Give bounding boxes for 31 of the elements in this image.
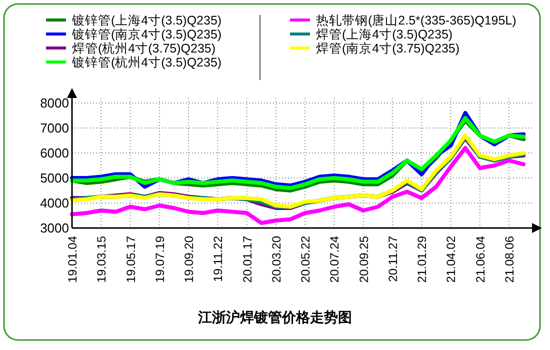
x-tick-label: 19.05.17 [124,236,138,283]
y-tick-label: 7000 [40,120,69,136]
x-tick-label: 19.01.04 [66,236,80,283]
y-tick-label: 4000 [40,196,69,210]
legend-label: 镀锌管(南京4寸(3.5)Q235) [71,28,222,42]
text: 江浙沪焊镀管价格走势图 [197,309,352,325]
x-tick-label: 20.01.17 [240,236,254,283]
legend-label: 镀锌管(杭州4寸(3.5)Q235) [71,56,222,70]
x-tick-label: 20.05.22 [298,236,313,283]
y-tick-label: 3000 [40,220,69,236]
legend-label: 焊管(上海4寸(3.5)Q235) [316,28,453,42]
x-tick-label: 21.06.04 [473,236,488,283]
line-series [70,146,526,225]
x-tick-label: 21.04.02 [444,236,458,283]
y-tick-label: 6000 [40,146,69,160]
x-tick-label: 20.09.25 [356,236,371,283]
x-tick-label: 19.07.19 [152,236,167,283]
legend-label: 热轧带钢(唐山2.5*(335-365)Q195L) [316,14,516,28]
legend-label: 镀锌管(上海4寸(3.5)Q235) [71,14,222,28]
legend-label: 焊管(杭州4寸(3.75)Q235) [72,42,216,56]
x-tick-label: 21.08.06 [502,236,516,283]
x-tick-label: 19.03.15 [94,236,109,283]
x-tick-label: 21.01.29 [415,236,430,283]
x-tick-label: 20.11.27 [386,236,400,282]
legend-label: 焊管(南京4寸(3.75)Q235) [316,42,460,56]
y-tick-label: 5000 [40,170,69,186]
x-tick-label: 20.03.20 [269,236,284,283]
y-tick-label: 8000 [40,96,69,110]
x-tick-label: 19.11.22 [211,236,226,282]
x-tick-label: 20.07.24 [328,236,342,283]
x-tick-label: 19.09.20 [182,236,196,283]
